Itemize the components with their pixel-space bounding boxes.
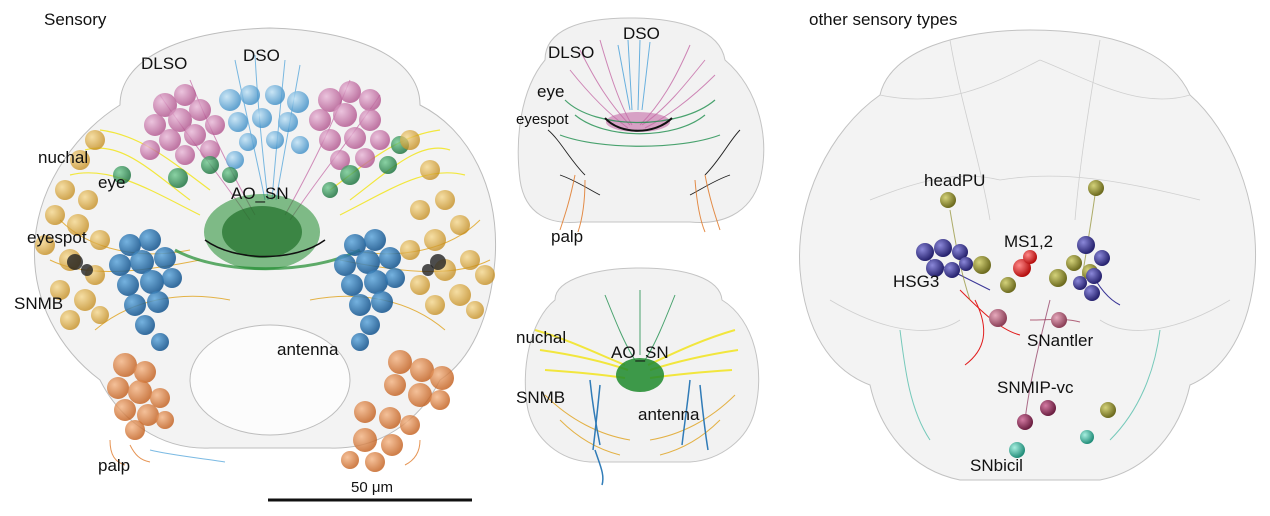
top-label-eye: eye — [537, 82, 564, 101]
panel-left: Sensory DLSO DSO nuchal eye AO_SN eyespo… — [14, 10, 497, 502]
top-label-palp: palp — [551, 227, 583, 246]
ms12-spheres — [1013, 250, 1037, 277]
label-ms12: MS1,2 — [1004, 232, 1053, 251]
bottom-label-snmb: SNMB — [516, 388, 565, 407]
bottom-ao-sn-cluster — [616, 358, 664, 392]
right-mesh-detail — [829, 39, 1231, 331]
top-dso-fibers — [617, 39, 651, 111]
label-eye: eye — [98, 173, 125, 192]
label-snmb: SNMB — [14, 294, 63, 313]
label-dso: DSO — [243, 46, 280, 65]
top-label-eyespot: eyespot — [516, 111, 569, 128]
bottom-label-nuchal: nuchal — [516, 328, 566, 347]
top-label-dso: DSO — [623, 24, 660, 43]
top-eyespot-fibers — [547, 129, 741, 196]
ao-sn-cluster — [174, 194, 361, 271]
label-snbicil: SNbicil — [970, 456, 1023, 475]
scale-bar-label: 50 μm — [351, 479, 393, 496]
label-dlso: DLSO — [141, 54, 187, 73]
label-snmipvc: SNMIP-vc — [997, 378, 1074, 397]
bottom-label-ao-sn: AO_SN — [611, 343, 669, 362]
right-title: other sensory types — [809, 10, 957, 29]
top-palp-fibers — [559, 174, 721, 233]
panel-top-middle: DSO DLSO eye eyespot palp — [516, 17, 765, 246]
label-headpu: headPU — [924, 171, 985, 190]
snantler-spheres — [989, 309, 1067, 328]
label-ao-sn: AO_SN — [231, 184, 289, 203]
bottom-snmb-fibers — [589, 379, 709, 486]
top-eyespot-arc — [604, 117, 673, 132]
bottom-antenna-fibers — [544, 394, 736, 456]
snbicil-spheres — [1009, 430, 1094, 458]
snmb-spheres — [109, 229, 405, 351]
top-label-dlso: DLSO — [548, 43, 594, 62]
left-title: Sensory — [44, 10, 107, 29]
label-eyespot: eyespot — [27, 228, 87, 247]
hsg3-spheres — [916, 236, 1110, 301]
snmipvc-spheres — [1017, 400, 1056, 430]
label-antenna: antenna — [277, 340, 339, 359]
label-palp: palp — [98, 456, 130, 475]
eyespot-clusters — [67, 254, 446, 276]
bottom-label-antenna: antenna — [638, 405, 700, 424]
label-snantler: SNantler — [1027, 331, 1093, 350]
top-eye-fibers — [559, 99, 721, 147]
palp-spheres — [107, 350, 454, 472]
panel-bottom-middle: nuchal AO_SN SNMB antenna — [516, 267, 760, 486]
label-hsg3: HSG3 — [893, 272, 939, 291]
dlso-spheres — [140, 81, 390, 170]
dso-spheres — [219, 85, 309, 169]
bottom-green-fibers — [604, 290, 676, 361]
scale-bar: 50 μm — [268, 479, 472, 502]
panel-right: other sensory types headPU MS1,2 HSG3 SN… — [799, 10, 1257, 481]
label-nuchal: nuchal — [38, 148, 88, 167]
palp-fibers — [109, 439, 421, 466]
